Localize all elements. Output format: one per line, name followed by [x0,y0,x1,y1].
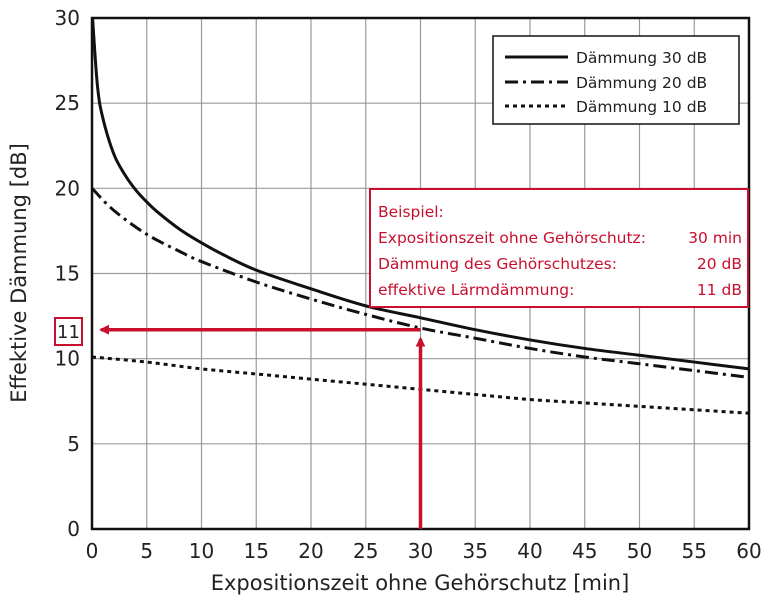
annotation-label-protection: Dämmung des Gehörschutzes: [378,255,617,273]
y-tick-label-5: 25 [55,91,80,115]
marked-value-box [54,317,83,346]
annotation-value-protection: 20 dB [697,255,742,273]
legend-label-20db: Dämmung 20 dB [576,74,707,92]
y-tick-label-6: 30 [55,6,80,30]
annotation-label-exposure: Expositionszeit ohne Gehörschutz: [378,229,646,247]
annotation-value-effective: 11 dB [697,281,742,299]
x-tick-label-10: 50 [627,539,652,563]
x-tick-label-4: 20 [298,539,323,563]
example-arrows [99,324,426,529]
annotation-box [369,188,749,308]
x-tick-label-3: 15 [244,539,269,563]
series-line-0 [91,17,750,371]
annotation-value-exposure: 30 min [688,229,742,247]
x-tick-labels: 0 5 10 15 20 25 30 35 40 45 50 55 60 [86,539,762,563]
annotation-title: Beispiel: [378,203,444,221]
x-tick-label-7: 35 [463,539,488,563]
x-tick-label-8: 40 [517,539,542,563]
series-line-1 [90,187,750,379]
x-tick-label-5: 25 [353,539,378,563]
marked-value-label: 11 [57,322,80,343]
x-tick-label-11: 55 [682,539,707,563]
legend-box [492,35,740,125]
x-tick-label-2: 10 [189,539,214,563]
x-tick-label-12: 60 [736,539,761,563]
y-tick-label-1: 5 [67,432,80,456]
y-axis-label: Effektive Dämmung [dB] [7,143,31,403]
legend-label-10db: Dämmung 10 dB [576,98,707,116]
legend: Dämmung 30 dB Dämmung 20 dB Dämmung 10 d… [492,35,740,125]
y-tick-label-0: 0 [67,517,80,541]
example-annotation: Beispiel: Expositionszeit ohne Gehörschu… [369,188,749,308]
y-tick-label-4: 20 [55,176,80,200]
x-axis-label: Expositionszeit ohne Gehörschutz [min] [211,571,630,595]
y-tick-labels: 0 5 10 15 20 25 30 [55,6,80,541]
x-tick-label-1: 5 [140,539,153,563]
y-tick-label-2: 10 [55,347,80,371]
y-tick-label-3: 15 [55,262,80,286]
x-tick-label-6: 30 [408,539,433,563]
x-tick-label-0: 0 [86,539,99,563]
x-tick-label-9: 45 [572,539,597,563]
annotation-label-effective: effektive Lärmdämmung: [378,281,574,299]
legend-label-30db: Dämmung 30 dB [576,49,707,67]
